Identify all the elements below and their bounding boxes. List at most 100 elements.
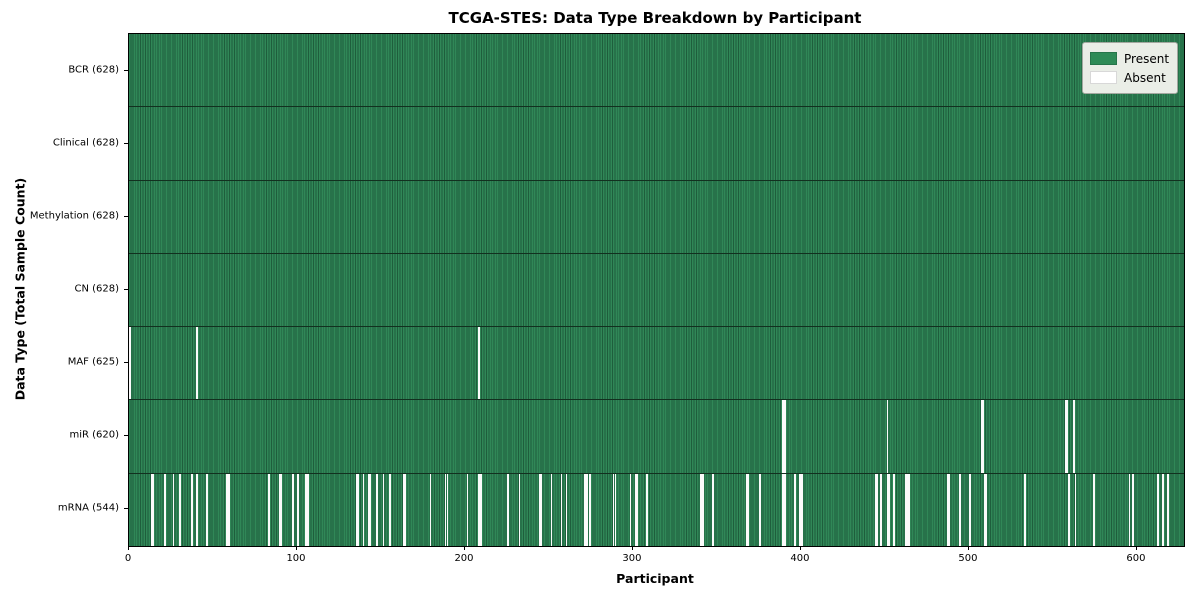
heatmap-row-mir: [129, 400, 1184, 474]
absent-mark: [367, 473, 370, 546]
absent-mark: [538, 473, 541, 546]
x-tick-mark: [1135, 546, 1137, 550]
absent-mark: [369, 473, 371, 546]
absent-mark: [947, 473, 949, 546]
absent-mark: [478, 327, 481, 400]
y-tick-mark: [124, 362, 128, 364]
absent-mark: [985, 473, 988, 546]
absent-mark: [747, 473, 749, 546]
y-tick-mark: [124, 289, 128, 290]
absent-mark: [518, 473, 521, 546]
heatmap-row-bcr: [129, 34, 1184, 108]
absent-mark: [179, 473, 182, 546]
absent-mark: [888, 473, 890, 546]
absent-mark: [478, 473, 481, 546]
absent-mark: [280, 473, 282, 546]
absent-mark: [646, 473, 649, 546]
absent-mark: [745, 473, 748, 546]
absent-mark: [466, 473, 469, 546]
absent-mark: [612, 473, 615, 546]
absent-mark: [700, 473, 702, 546]
absent-mark: [296, 473, 299, 546]
absent-mark: [446, 473, 449, 546]
absent-mark: [1074, 473, 1077, 546]
absent-mark: [758, 473, 761, 546]
absent-mark: [782, 473, 785, 546]
absent-mark: [164, 473, 166, 546]
absent-mark: [152, 473, 155, 546]
x-tick-label: 0: [124, 553, 132, 564]
x-tick-label: 600: [1126, 553, 1146, 564]
y-tick-mark: [124, 508, 128, 510]
absent-mark: [984, 473, 986, 546]
absent-mark: [226, 473, 229, 546]
heatmap-row-methylation: [129, 180, 1184, 254]
absent-mark: [357, 473, 360, 546]
absent-mark: [958, 473, 961, 546]
absent-mark: [307, 473, 309, 546]
legend-label-absent: Absent: [1124, 70, 1166, 85]
absent-mark: [1068, 473, 1070, 546]
absent-mark: [636, 473, 638, 546]
absent-mark: [589, 473, 591, 546]
absent-mark: [701, 473, 704, 546]
absent-mark: [614, 473, 617, 546]
absent-mark: [1093, 473, 1095, 546]
x-tick-label: 100: [286, 553, 306, 564]
absent-mark: [784, 400, 786, 473]
absent-mark: [355, 473, 358, 546]
x-tick-mark: [967, 546, 969, 550]
absent-mark: [634, 473, 637, 546]
y-tick-label: Methylation (628): [29, 210, 119, 222]
absent-mark: [800, 473, 803, 546]
heatmap-row-cn: [129, 253, 1184, 328]
absent-mark: [1131, 473, 1134, 546]
absent-mark: [1066, 400, 1069, 473]
x-axis-label: Participant: [616, 571, 694, 586]
absent-mark: [893, 473, 896, 546]
absent-mark: [876, 473, 879, 546]
absent-mark: [291, 473, 294, 546]
absent-mark: [886, 400, 889, 473]
absent-mark: [129, 327, 131, 400]
absent-mark: [1167, 473, 1169, 546]
x-tick-label: 200: [454, 553, 474, 564]
absent-mark: [1024, 473, 1027, 546]
absent-mark: [150, 473, 153, 546]
absent-mark: [585, 473, 588, 546]
absent-mark: [480, 473, 482, 546]
absent-mark: [404, 473, 407, 546]
absent-mark: [228, 473, 230, 546]
absent-mark: [794, 473, 796, 546]
absent-mark: [444, 473, 447, 546]
x-axis-ticks: 0 100 200 300 400 500 600: [124, 546, 1183, 576]
absent-swatch-icon: [1090, 71, 1117, 84]
absent-mark: [799, 473, 801, 546]
absent-mark: [982, 400, 985, 473]
x-tick-label: 300: [622, 553, 642, 564]
absent-mark: [362, 473, 365, 546]
absent-mark: [908, 473, 911, 546]
x-tick-mark: [631, 546, 633, 550]
absent-mark: [782, 400, 785, 473]
chart-title: TCGA-STES: Data Type Breakdown by Partic…: [448, 9, 862, 27]
absent-mark: [429, 473, 432, 546]
absent-mark: [1157, 473, 1159, 546]
absent-mark: [1064, 400, 1067, 473]
absent-mark: [711, 473, 714, 546]
y-tick-label: Clinical (628): [52, 137, 119, 149]
absent-mark: [906, 473, 909, 546]
x-tick-mark: [463, 546, 465, 550]
heatmap-row-clinical: [129, 107, 1184, 181]
y-tick-mark: [124, 142, 128, 144]
plot-area: Present Absent: [128, 33, 1185, 547]
absent-mark: [278, 473, 281, 546]
y-tick-label: miR (620): [69, 429, 119, 441]
absent-mark: [874, 473, 877, 546]
legend: Present Absent: [1082, 42, 1178, 94]
legend-item-absent: Absent: [1090, 68, 1169, 87]
x-tick-mark: [799, 546, 801, 550]
absent-mark: [389, 473, 392, 546]
heatmap-rows: [129, 34, 1184, 546]
absent-mark: [1128, 473, 1131, 546]
